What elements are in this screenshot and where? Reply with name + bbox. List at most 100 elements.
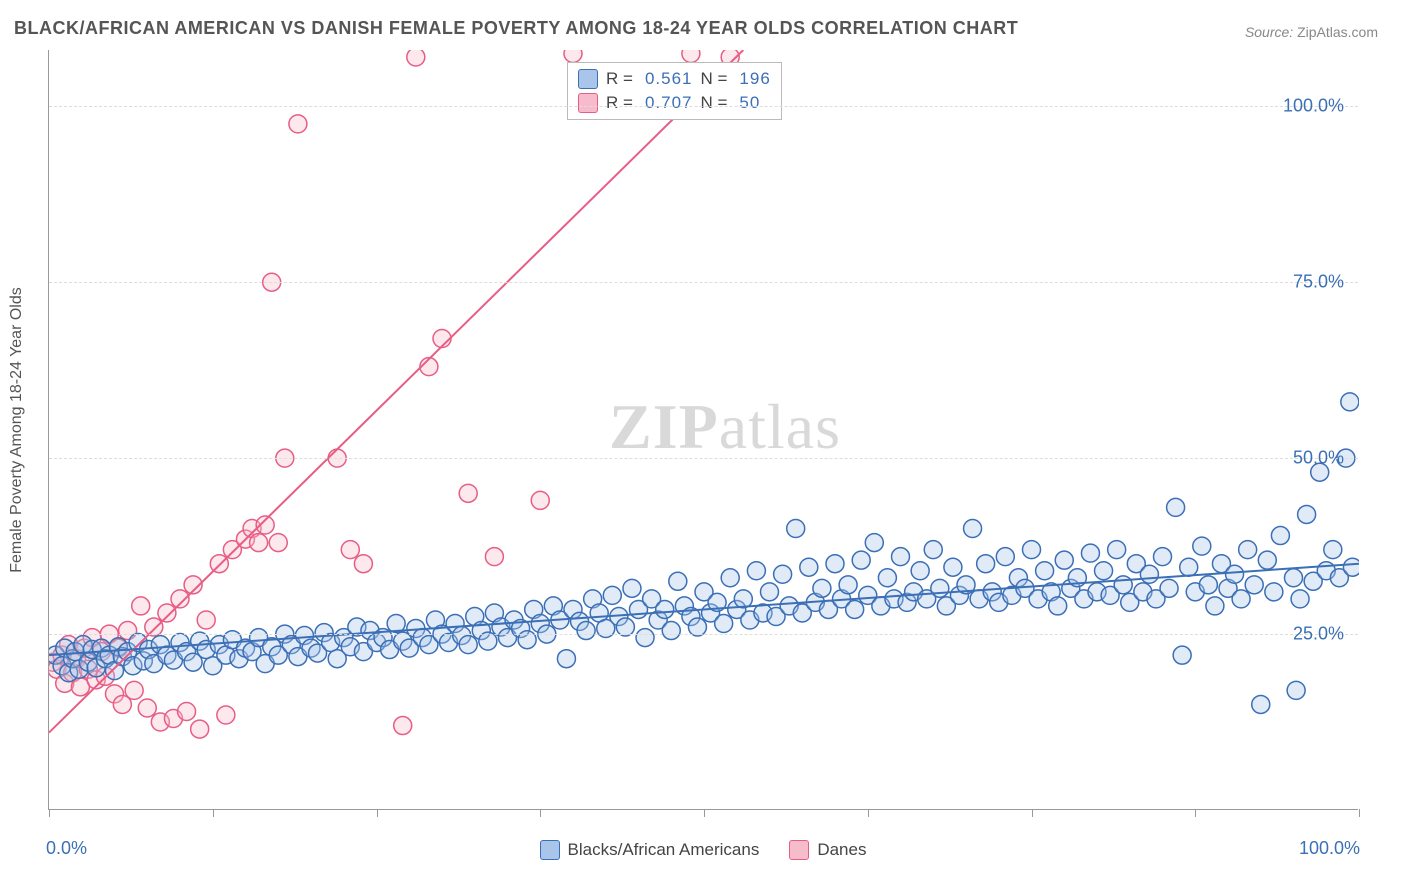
x-tick xyxy=(704,809,705,817)
data-point-blue xyxy=(747,562,765,580)
legend-swatch-pink-bottom xyxy=(789,840,809,860)
data-point-blue xyxy=(1023,541,1041,559)
data-point-pink xyxy=(197,611,215,629)
data-point-pink xyxy=(158,604,176,622)
data-point-blue xyxy=(1173,646,1191,664)
data-point-blue xyxy=(1232,590,1250,608)
data-point-pink xyxy=(217,706,235,724)
data-point-blue xyxy=(1324,541,1342,559)
legend-r-label: R = xyxy=(606,67,633,91)
data-point-pink xyxy=(682,50,700,63)
legend-r-value: 0.561 xyxy=(645,67,693,91)
data-point-pink xyxy=(354,555,372,573)
data-point-blue xyxy=(787,520,805,538)
data-point-pink xyxy=(250,534,268,552)
y-tick-label: 25.0% xyxy=(1293,624,1344,645)
legend-item-pink: Danes xyxy=(789,840,866,860)
data-point-blue xyxy=(1206,597,1224,615)
data-point-blue xyxy=(1287,681,1305,699)
data-point-blue xyxy=(603,586,621,604)
y-tick-label: 100.0% xyxy=(1283,96,1344,117)
data-point-pink xyxy=(132,597,150,615)
data-point-blue xyxy=(636,629,654,647)
data-point-blue xyxy=(1226,565,1244,583)
data-point-blue xyxy=(1341,393,1359,411)
data-point-pink xyxy=(531,491,549,509)
x-tick xyxy=(49,809,50,817)
data-point-pink xyxy=(407,50,425,66)
data-point-blue xyxy=(1298,505,1316,523)
data-point-blue xyxy=(846,600,864,618)
data-point-blue xyxy=(1049,597,1067,615)
data-point-blue xyxy=(826,555,844,573)
data-point-pink xyxy=(269,534,287,552)
x-tick xyxy=(868,809,869,817)
data-point-blue xyxy=(662,622,680,640)
legend-row-blue: R = 0.561 N = 196 xyxy=(578,67,771,91)
x-tick xyxy=(540,809,541,817)
data-point-pink xyxy=(178,702,196,720)
legend-swatch-blue-bottom xyxy=(540,840,560,860)
trendline-blue xyxy=(49,564,1359,655)
y-tick-label: 50.0% xyxy=(1293,448,1344,469)
scatter-svg xyxy=(49,50,1359,810)
data-point-blue xyxy=(800,558,818,576)
data-point-blue xyxy=(1239,541,1257,559)
data-point-pink xyxy=(191,720,209,738)
legend-swatch-pink xyxy=(578,93,598,113)
legend-r-label: R = xyxy=(606,91,633,115)
data-point-blue xyxy=(964,520,982,538)
data-point-blue xyxy=(623,579,641,597)
data-point-pink xyxy=(485,548,503,566)
data-point-blue xyxy=(1114,576,1132,594)
series-legend: Blacks/African Americans Danes xyxy=(48,840,1358,860)
legend-n-label: N = xyxy=(700,67,727,91)
data-point-pink xyxy=(459,484,477,502)
data-point-blue xyxy=(734,590,752,608)
data-point-blue xyxy=(1160,579,1178,597)
data-point-blue xyxy=(852,551,870,569)
data-point-blue xyxy=(557,650,575,668)
data-point-blue xyxy=(1258,551,1276,569)
data-point-blue xyxy=(577,622,595,640)
data-point-pink xyxy=(341,541,359,559)
data-point-pink xyxy=(394,717,412,735)
data-point-blue xyxy=(669,572,687,590)
data-point-blue xyxy=(865,534,883,552)
plot-area: ZIPatlas R = 0.561 N = 196 R = 0.707 N =… xyxy=(48,50,1358,810)
data-point-pink xyxy=(289,115,307,133)
grid-line xyxy=(49,282,1358,283)
legend-n-value: 196 xyxy=(739,67,770,91)
legend-item-blue: Blacks/African Americans xyxy=(540,840,760,860)
data-point-blue xyxy=(1180,558,1198,576)
data-point-blue xyxy=(774,565,792,583)
correlation-legend: R = 0.561 N = 196 R = 0.707 N = 50 xyxy=(567,62,782,120)
x-tick xyxy=(377,809,378,817)
data-point-blue xyxy=(1291,590,1309,608)
data-point-blue xyxy=(892,548,910,566)
legend-label-blue: Blacks/African Americans xyxy=(568,840,760,860)
legend-r-value: 0.707 xyxy=(645,91,693,115)
source-value: ZipAtlas.com xyxy=(1297,24,1378,40)
data-point-pink xyxy=(125,681,143,699)
grid-line xyxy=(49,458,1358,459)
x-tick xyxy=(1195,809,1196,817)
data-point-blue xyxy=(878,569,896,587)
data-point-blue xyxy=(1343,558,1359,576)
grid-line xyxy=(49,634,1358,635)
data-point-blue xyxy=(996,548,1014,566)
data-point-blue xyxy=(1285,569,1303,587)
data-point-blue xyxy=(1252,695,1270,713)
data-point-blue xyxy=(1108,541,1126,559)
data-point-blue xyxy=(924,541,942,559)
data-point-blue xyxy=(1271,527,1289,545)
data-point-blue xyxy=(761,583,779,601)
data-point-blue xyxy=(1199,576,1217,594)
source-attribution: Source: ZipAtlas.com xyxy=(1245,24,1378,40)
legend-n-label: N = xyxy=(700,91,727,115)
chart-title: BLACK/AFRICAN AMERICAN VS DANISH FEMALE … xyxy=(14,18,1018,39)
legend-label-pink: Danes xyxy=(817,840,866,860)
data-point-blue xyxy=(656,600,674,618)
x-tick xyxy=(213,809,214,817)
legend-swatch-blue xyxy=(578,69,598,89)
